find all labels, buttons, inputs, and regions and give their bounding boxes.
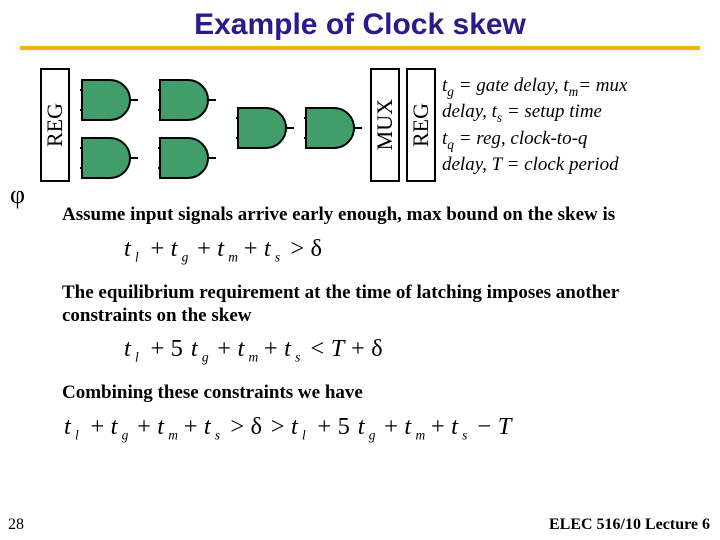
svg-text:δ: δ (311, 235, 323, 262)
mux-label: MUX (372, 99, 398, 150)
svg-text:t: t (64, 413, 72, 440)
gate-area (70, 68, 370, 188)
reg2-label: REG (408, 103, 434, 147)
title-underline (20, 46, 700, 50)
and-gate-5 (236, 106, 294, 150)
formula-svg: tl+tg+tm+ts>δ>tl+5tg+tm+ts−T (60, 411, 524, 445)
svg-text:+: + (90, 413, 104, 440)
svg-text:l: l (75, 428, 79, 443)
svg-text:>: > (230, 413, 244, 440)
svg-text:l: l (135, 249, 139, 264)
formula-3: tl+tg+tm+ts>δ>tl+5tg+tm+ts−T (60, 411, 720, 450)
svg-text:t: t (124, 336, 132, 363)
formula-svg: tl+5tg+tm+ts<T+δ (120, 333, 397, 367)
svg-text:m: m (248, 350, 258, 365)
svg-text:T: T (498, 413, 514, 440)
svg-text:m: m (168, 428, 178, 443)
svg-text:−: − (478, 413, 492, 440)
svg-text:t: t (111, 413, 119, 440)
svg-text:>: > (271, 413, 285, 440)
svg-text:t: t (451, 413, 459, 440)
svg-text:t: t (191, 336, 199, 363)
svg-text:+: + (351, 336, 365, 363)
svg-text:s: s (215, 428, 220, 443)
svg-text:>: > (290, 235, 304, 262)
paragraph-3: Combining these constraints we have (62, 382, 680, 405)
svg-text:t: t (291, 413, 299, 440)
and-gate-1 (80, 78, 138, 122)
reg2-block: REG (406, 68, 436, 182)
svg-text:t: t (157, 413, 165, 440)
svg-text:m: m (415, 428, 425, 443)
svg-text:l: l (302, 428, 306, 443)
svg-text:+: + (384, 413, 398, 440)
and-gate-3 (158, 78, 216, 122)
svg-text:5: 5 (171, 336, 183, 363)
svg-text:l: l (135, 350, 139, 365)
svg-text:t: t (171, 235, 179, 262)
svg-text:t: t (264, 235, 272, 262)
svg-text:t: t (217, 235, 225, 262)
page-title: Example of Clock skew (0, 0, 720, 42)
svg-text:+: + (137, 413, 151, 440)
svg-text:t: t (237, 336, 245, 363)
formula-svg: tl+tg+tm+ts>δ (120, 233, 337, 267)
svg-text:δ: δ (251, 413, 263, 440)
svg-text:t: t (358, 413, 366, 440)
side-definitions: tg = gate delay, tm= muxdelay, ts = setu… (436, 68, 720, 177)
svg-text:+: + (431, 413, 445, 440)
diagram-row: φ REG MUX REG tg = gate delay, tm= muxde… (0, 68, 720, 188)
svg-text:t: t (284, 336, 292, 363)
reg1-block: REG (40, 68, 70, 182)
svg-text:+: + (244, 235, 258, 262)
svg-text:+: + (264, 336, 278, 363)
and-gate-2 (80, 136, 138, 180)
mux-block: MUX (370, 68, 400, 182)
svg-text:T: T (331, 336, 347, 363)
svg-text:+: + (217, 336, 231, 363)
page-number: 28 (8, 516, 24, 534)
svg-text:t: t (204, 413, 212, 440)
svg-text:+: + (197, 235, 211, 262)
reg1-label: REG (42, 103, 68, 147)
svg-text:<: < (311, 336, 325, 363)
svg-text:+: + (150, 235, 164, 262)
svg-text:s: s (295, 350, 300, 365)
formula-2: tl+5tg+tm+ts<T+δ (120, 333, 720, 372)
paragraph-2: The equilibrium requirement at the time … (62, 282, 680, 328)
paragraph-1: Assume input signals arrive early enough… (62, 204, 680, 227)
svg-text:s: s (462, 428, 467, 443)
formula-1: tl+tg+tm+ts>δ (120, 233, 720, 272)
svg-text:g: g (122, 428, 129, 443)
svg-text:5: 5 (338, 413, 350, 440)
phi-symbol: φ (10, 180, 25, 210)
svg-text:+: + (317, 413, 331, 440)
svg-text:+: + (150, 336, 164, 363)
svg-text:g: g (369, 428, 376, 443)
and-gate-4 (158, 136, 216, 180)
footer-course: ELEC 516/10 Lecture 6 (549, 516, 710, 534)
svg-text:m: m (228, 249, 238, 264)
svg-text:g: g (182, 249, 189, 264)
title-text: Example of Clock skew (194, 8, 526, 41)
svg-text:δ: δ (371, 336, 383, 363)
svg-text:s: s (275, 249, 280, 264)
svg-text:t: t (404, 413, 412, 440)
and-gate-6 (304, 106, 362, 150)
svg-text:t: t (124, 235, 132, 262)
svg-text:g: g (202, 350, 209, 365)
svg-text:+: + (184, 413, 198, 440)
